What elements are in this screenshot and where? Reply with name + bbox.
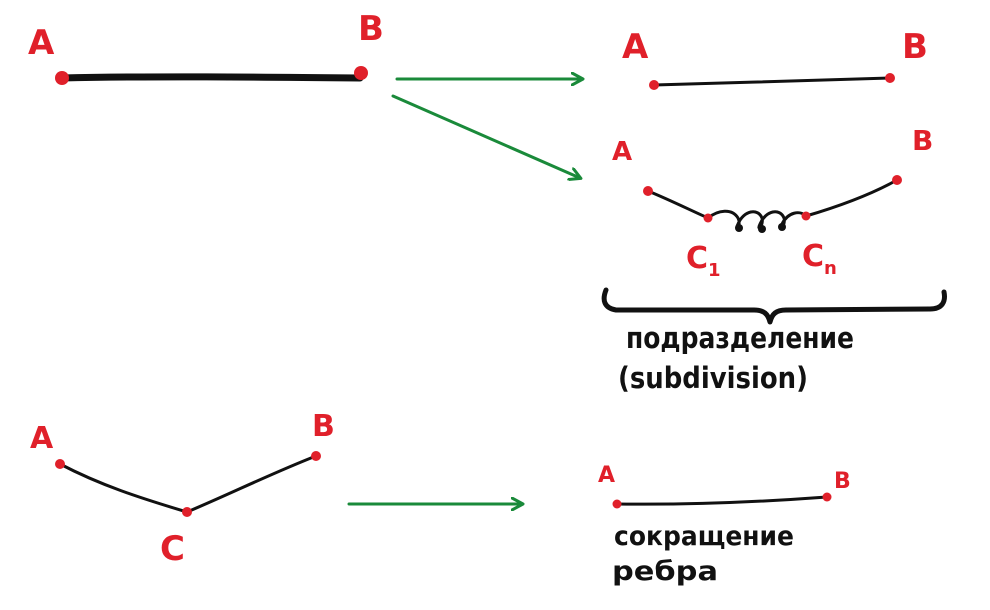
subdivided-point-a	[643, 186, 653, 196]
original-point-a	[55, 71, 69, 85]
subdivided-label-cn: Cn	[802, 239, 837, 279]
original-point-b	[354, 66, 368, 80]
path-edge-ac	[58, 462, 189, 514]
contracted-edge	[615, 495, 829, 506]
subdivided-label-cn-sub: n	[824, 258, 837, 279]
path-label-b: B	[312, 409, 335, 444]
path-point-c	[182, 507, 192, 517]
subdivided-point-c1	[703, 213, 713, 223]
subdivision-brace	[601, 287, 947, 325]
subdivided-label-c1-sub: 1	[708, 260, 721, 281]
subdivision-caption-line2: (subdivision)	[618, 361, 808, 395]
result-label-a: A	[622, 27, 649, 67]
result-edge-group: A B	[622, 27, 928, 90]
contracted-point-a	[612, 499, 622, 509]
result-point-b	[885, 73, 895, 83]
result-edge	[652, 76, 892, 87]
result-point-a	[649, 80, 659, 90]
contraction-caption-line2: ребра	[612, 556, 718, 587]
subdivided-label-c1: C1	[686, 241, 721, 281]
subdivided-coil-dot-2	[758, 225, 766, 233]
contraction-caption-line1: сокращение	[614, 521, 794, 552]
arrow-to-subdivision	[391, 94, 580, 178]
contracted-point-b	[822, 492, 832, 502]
original-edge-group: A B	[28, 9, 384, 85]
result-label-b: B	[902, 27, 928, 67]
contracted-label-a: A	[598, 463, 615, 488]
subdivided-coil-dot-1	[735, 224, 743, 232]
subdivision-caption-line1: подразделение	[626, 321, 854, 355]
subdivided-label-a: A	[612, 137, 632, 167]
subdivided-label-cn-main: C	[802, 239, 824, 274]
subdivided-label-b: B	[912, 124, 933, 157]
subdivided-edge-left	[646, 189, 710, 220]
subdivided-coil-dot-3	[778, 223, 786, 231]
subdivided-point-b	[892, 175, 902, 185]
contracted-edge-group: A B	[598, 463, 851, 509]
path-group: A B C	[30, 409, 335, 569]
path-edge-cb	[185, 454, 318, 514]
original-edge	[58, 73, 364, 82]
subdivided-label-c1-main: C	[686, 241, 708, 276]
subdivided-point-cn	[801, 211, 811, 221]
subdivided-edge-group: A B C1 Cn	[612, 124, 933, 281]
original-label-a: A	[28, 23, 55, 63]
subdivided-edge-coil	[706, 209, 808, 230]
path-point-a	[55, 459, 65, 469]
original-label-b: B	[358, 9, 384, 49]
path-label-a: A	[30, 421, 54, 456]
path-point-b	[311, 451, 321, 461]
path-label-c: C	[160, 529, 185, 569]
subdivided-edge-right	[804, 178, 899, 218]
contracted-label-b: B	[834, 469, 851, 494]
